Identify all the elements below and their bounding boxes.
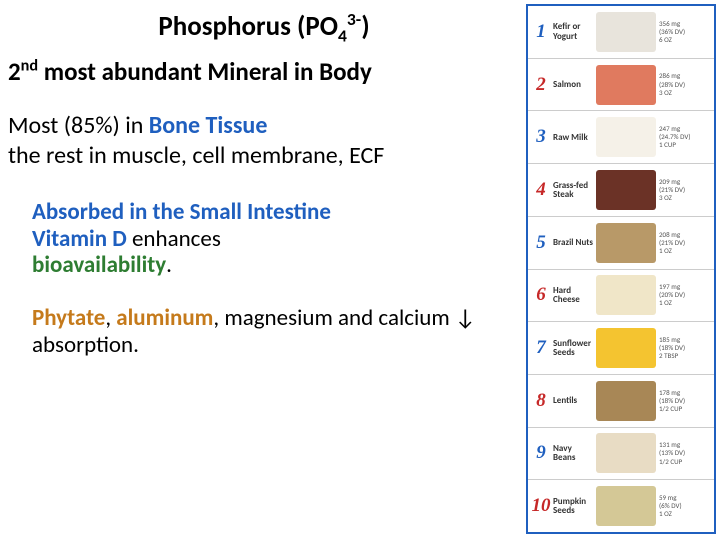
food-name: Kefir or Yogurt <box>551 22 593 41</box>
food-rank: 2 <box>531 74 551 96</box>
food-row: 6Hard Cheese 197 mg(20% DV)1 OZ <box>528 270 714 323</box>
food-name: Hard Cheese <box>551 286 593 305</box>
paragraph-absorption: Absorbed in the Small Intestine Vitamin … <box>32 199 520 278</box>
paragraph-distribution: Most (85%) in Bone Tissue the rest in mu… <box>8 111 520 171</box>
food-name: Sunflower Seeds <box>551 339 593 358</box>
food-stats: 209 mg(21% DV)3 OZ <box>659 178 711 202</box>
food-image <box>596 381 656 421</box>
food-image <box>596 12 656 52</box>
food-rank: 9 <box>531 442 551 464</box>
food-row: 7Sunflower Seeds 185 mg(18% DV)2 TBSP <box>528 322 714 375</box>
food-stats: 197 mg(20% DV)1 OZ <box>659 283 711 307</box>
food-stats: 286 mg(28% DV)3 OZ <box>659 72 711 96</box>
food-image <box>596 65 656 105</box>
food-row: 5Brazil Nuts 208 mg(21% DV)1 OZ <box>528 217 714 270</box>
paragraph-inhibitors: Phytate, aluminum, magnesium and calcium… <box>32 305 520 360</box>
food-rank: 6 <box>531 284 551 306</box>
food-stats: 356 mg(36% DV)6 OZ <box>659 20 711 44</box>
food-rank: 8 <box>531 390 551 412</box>
food-image <box>596 170 656 210</box>
food-name: Salmon <box>551 80 593 89</box>
food-name: Navy Beans <box>551 444 593 463</box>
food-name: Lentils <box>551 396 593 405</box>
food-row: 2Salmon 286 mg(28% DV)3 OZ <box>528 59 714 112</box>
food-rank: 3 <box>531 126 551 148</box>
food-row: 3Raw Milk 247 mg(24.7% DV)1 CUP <box>528 111 714 164</box>
food-row: 1Kefir or Yogurt 356 mg(36% DV)6 OZ <box>528 6 714 59</box>
food-row: 4Grass-fed Steak 209 mg(21% DV)3 OZ <box>528 164 714 217</box>
food-image <box>596 433 656 473</box>
food-row: 8Lentils 178 mg(18% DV)1/2 CUP <box>528 375 714 428</box>
food-stats: 208 mg(21% DV)1 OZ <box>659 231 711 255</box>
food-rank: 1 <box>531 21 551 43</box>
food-row: 9Navy Beans 131 mg(13% DV)1/2 CUP <box>528 428 714 481</box>
page-title: Phosphorus (PO43-) <box>8 8 520 46</box>
food-stats: 185 mg(18% DV)2 TBSP <box>659 336 711 360</box>
main-content: Phosphorus (PO43-) 2nd most abundant Min… <box>8 8 520 360</box>
food-image <box>596 117 656 157</box>
food-sources-sidebar: 1Kefir or Yogurt 356 mg(36% DV)6 OZ 2Salmo… <box>526 4 716 534</box>
food-stats: 178 mg(18% DV)1/2 CUP <box>659 389 711 413</box>
food-stats: 247 mg(24.7% DV)1 CUP <box>659 125 711 149</box>
food-name: Raw Milk <box>551 133 593 142</box>
subtitle: 2nd most abundant Mineral in Body <box>8 56 520 87</box>
food-image <box>596 486 656 526</box>
food-image <box>596 328 656 368</box>
food-name: Brazil Nuts <box>551 238 593 247</box>
food-row: 10Pumpkin Seeds 59 mg(6% DV)1 OZ <box>528 480 714 532</box>
food-rank: 5 <box>531 232 551 254</box>
food-image <box>596 223 656 263</box>
food-rank: 4 <box>531 179 551 201</box>
food-name: Pumpkin Seeds <box>551 497 593 516</box>
food-stats: 131 mg(13% DV)1/2 CUP <box>659 441 711 465</box>
food-stats: 59 mg(6% DV)1 OZ <box>659 494 711 518</box>
food-rank: 7 <box>531 337 551 359</box>
food-name: Grass-fed Steak <box>551 181 593 200</box>
food-rank: 10 <box>531 495 551 517</box>
food-image <box>596 275 656 315</box>
